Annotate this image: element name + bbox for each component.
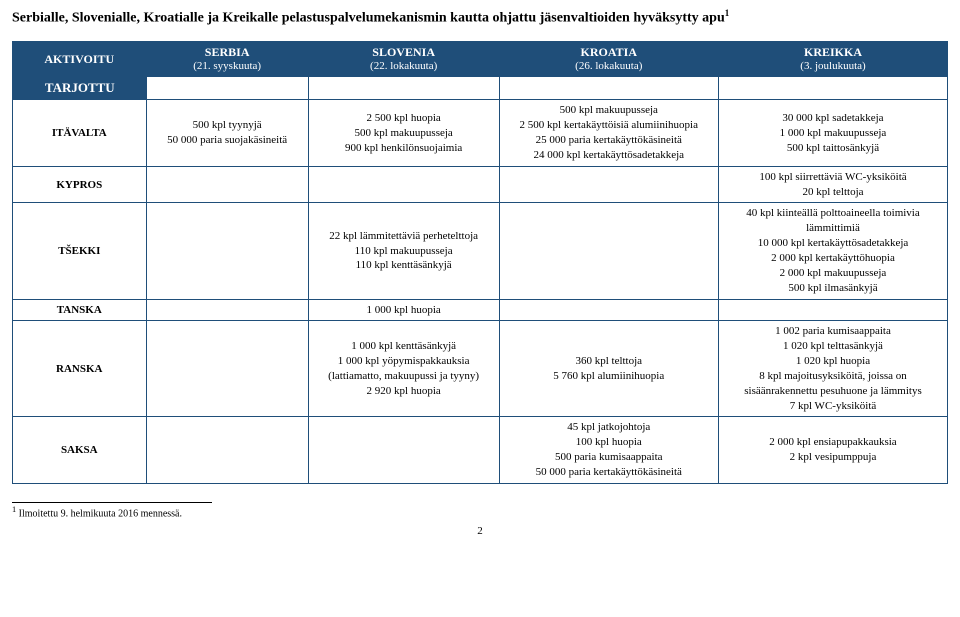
table-row: KYPROS 100 kpl siirrettäviä WC-yksiköitä… <box>13 166 948 203</box>
cell: 500 kpl makuupusseja 2 500 kpl kertakäyt… <box>499 100 718 166</box>
cell: 360 kpl telttoja 5 760 kpl alumiinihuopi… <box>499 321 718 417</box>
cell <box>146 417 308 483</box>
cell <box>499 203 718 299</box>
header-kreikka: KREIKKA (3. joulukuuta) <box>718 41 947 77</box>
cell: 40 kpl kiinteällä polttoaineella toimivi… <box>718 203 947 299</box>
title-superscript: 1 <box>725 8 730 18</box>
footnote-text: Ilmoitettu 9. helmikuuta 2016 mennessä. <box>16 508 182 519</box>
cell <box>308 166 499 203</box>
cell: 22 kpl lämmitettäviä perhetelttoja 110 k… <box>308 203 499 299</box>
cell: 2 500 kpl huopia 500 kpl makuupusseja 90… <box>308 100 499 166</box>
cell: 30 000 kpl sadetakkeja 1 000 kpl makuupu… <box>718 100 947 166</box>
row-label-saksa: SAKSA <box>13 417 147 483</box>
tarjottu-row: TARJOTTU <box>13 77 948 100</box>
empty-cell <box>499 77 718 100</box>
row-label-tanska: TANSKA <box>13 299 147 321</box>
table-row: SAKSA 45 kpl jatkojohtoja 100 kpl huopia… <box>13 417 948 483</box>
cell: 45 kpl jatkojohtoja 100 kpl huopia 500 p… <box>499 417 718 483</box>
cell: 1 000 kpl huopia <box>308 299 499 321</box>
cell: 1 000 kpl kenttäsänkyjä 1 000 kpl yöpymi… <box>308 321 499 417</box>
cell <box>718 299 947 321</box>
table-row: TANSKA 1 000 kpl huopia <box>13 299 948 321</box>
row-label-itavalta: ITÄVALTA <box>13 100 147 166</box>
cell <box>499 166 718 203</box>
cell: 100 kpl siirrettäviä WC-yksiköitä 20 kpl… <box>718 166 947 203</box>
cell <box>146 321 308 417</box>
footnote: 1 Ilmoitettu 9. helmikuuta 2016 mennessä… <box>12 502 212 519</box>
table-row: RANSKA 1 000 kpl kenttäsänkyjä 1 000 kpl… <box>13 321 948 417</box>
row-label-tsekki: TŠEKKI <box>13 203 147 299</box>
header-kroatia: KROATIA (26. lokakuuta) <box>499 41 718 77</box>
cell <box>146 299 308 321</box>
cell: 2 000 kpl ensiapupakkauksia 2 kpl vesipu… <box>718 417 947 483</box>
header-slovenia: SLOVENIA (22. lokakuuta) <box>308 41 499 77</box>
header-aktivoitu: AKTIVOITU <box>13 41 147 77</box>
cell <box>308 417 499 483</box>
page-title: Serbialle, Slovenialle, Kroatialle ja Kr… <box>12 8 948 27</box>
table-row: ITÄVALTA 500 kpl tyynyjä 50 000 paria su… <box>13 100 948 166</box>
aid-table: AKTIVOITU SERBIA (21. syyskuuta) SLOVENI… <box>12 41 948 484</box>
cell: 500 kpl tyynyjä 50 000 paria suojakäsine… <box>146 100 308 166</box>
page-number: 2 <box>12 525 948 537</box>
row-label-ranska: RANSKA <box>13 321 147 417</box>
row-label-kypros: KYPROS <box>13 166 147 203</box>
title-text: Serbialle, Slovenialle, Kroatialle ja Kr… <box>12 11 725 26</box>
cell <box>146 166 308 203</box>
empty-cell <box>308 77 499 100</box>
cell <box>146 203 308 299</box>
header-serbia: SERBIA (21. syyskuuta) <box>146 41 308 77</box>
empty-cell <box>718 77 947 100</box>
cell <box>499 299 718 321</box>
cell: 1 002 paria kumisaappaita 1 020 kpl telt… <box>718 321 947 417</box>
table-header-row: AKTIVOITU SERBIA (21. syyskuuta) SLOVENI… <box>13 41 948 77</box>
empty-cell <box>146 77 308 100</box>
tarjottu-label: TARJOTTU <box>13 77 147 100</box>
table-row: TŠEKKI 22 kpl lämmitettäviä perhetelttoj… <box>13 203 948 299</box>
